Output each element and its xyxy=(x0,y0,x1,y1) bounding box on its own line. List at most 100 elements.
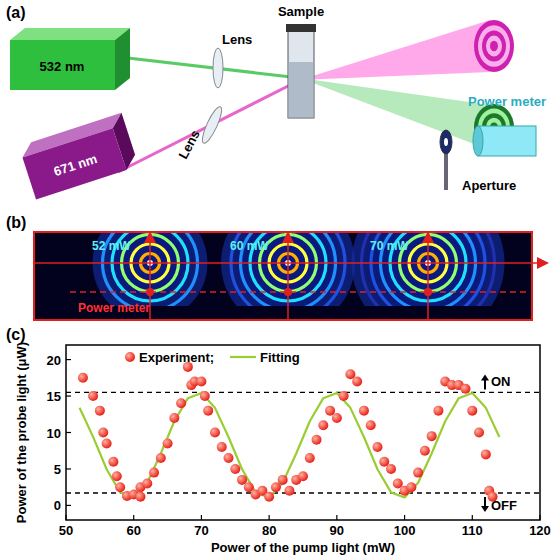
pattern-overlay: 52 mW60 mW70 mWPower meter xyxy=(34,234,546,320)
state-label: OFF xyxy=(491,498,517,513)
setup: 532 nm671 nmLensLensSampleAperturePower … xyxy=(10,4,546,199)
plot-frame xyxy=(66,345,540,520)
lens-label: Lens xyxy=(175,128,202,162)
y-tick-label: 0 xyxy=(54,498,61,513)
patterns xyxy=(93,233,505,306)
data-point xyxy=(217,442,227,452)
data-point xyxy=(339,391,349,401)
data-point xyxy=(312,435,322,445)
figure: (a)(b)(c)532 nm671 nmLensLensSampleApert… xyxy=(0,0,552,560)
x-tick xyxy=(269,515,270,520)
data-point xyxy=(244,482,254,492)
laser-671 xyxy=(22,128,126,199)
data-point xyxy=(98,428,108,438)
power-label: 60 mW xyxy=(230,239,269,253)
x-tick-label: 50 xyxy=(59,523,73,538)
y-tick-label: 5 xyxy=(54,462,61,477)
data-point xyxy=(474,428,484,438)
legend-marker xyxy=(125,352,135,362)
data-point xyxy=(278,475,288,485)
lens xyxy=(199,105,225,145)
y-tick xyxy=(66,432,71,433)
panel-label: (a) xyxy=(6,4,26,21)
data-point xyxy=(237,475,247,485)
legend-label: Experiment; xyxy=(139,350,214,365)
state-arrow-head xyxy=(481,374,489,380)
state-label: ON xyxy=(491,374,511,389)
x-tick xyxy=(336,515,337,520)
data-point xyxy=(393,479,403,489)
data-point xyxy=(163,438,173,448)
power-label: 52 mW xyxy=(92,239,131,253)
data-point xyxy=(224,453,234,463)
data-point xyxy=(461,384,471,394)
pink-rings xyxy=(482,30,506,61)
data-point xyxy=(433,406,443,416)
state-arrow-head xyxy=(481,506,489,512)
legend-label: Fitting xyxy=(260,350,300,365)
ring xyxy=(371,233,485,306)
data-point xyxy=(359,406,369,416)
aperture-post xyxy=(444,150,448,190)
panel-label: (b) xyxy=(6,214,26,231)
dash-line xyxy=(70,291,528,293)
halo xyxy=(221,233,355,306)
data-point xyxy=(406,482,416,492)
x-axis-label: Power of the pump light (mW) xyxy=(211,540,395,555)
aperture-hole xyxy=(444,138,448,146)
chart: 506070809010011012005101520Power of the … xyxy=(14,342,551,555)
panel-label: (c) xyxy=(6,326,26,343)
h-arrow xyxy=(34,262,546,264)
meter-label: Power meter xyxy=(468,94,546,109)
y-axis-label: Power of the probe light (μW) xyxy=(14,342,29,523)
data-point xyxy=(176,398,186,408)
x-tick-label: 120 xyxy=(529,523,551,538)
green-cone xyxy=(300,78,490,150)
data-point xyxy=(149,468,159,478)
data-point xyxy=(102,438,112,448)
data-point xyxy=(284,486,294,496)
data-point xyxy=(332,413,342,423)
legend-line xyxy=(230,356,256,358)
fit-line xyxy=(80,393,500,497)
data-point xyxy=(95,406,105,416)
ring-gap xyxy=(366,233,490,306)
data-point xyxy=(210,428,220,438)
ring xyxy=(362,233,495,306)
data-point xyxy=(169,413,179,423)
lens xyxy=(213,48,223,88)
y-tick-label: 15 xyxy=(47,389,61,404)
y-tick xyxy=(66,468,71,469)
data-point xyxy=(142,479,152,489)
data-point xyxy=(427,431,437,441)
data-point xyxy=(352,376,362,386)
y-tick xyxy=(66,359,71,360)
data-point xyxy=(264,492,274,502)
x-tick-label: 90 xyxy=(330,523,344,538)
data-point xyxy=(78,373,88,383)
x-tick xyxy=(133,515,134,520)
data-point xyxy=(88,391,98,401)
data-point xyxy=(413,468,423,478)
y-tick xyxy=(66,505,71,506)
pink-beam xyxy=(118,80,300,172)
data-point xyxy=(108,457,118,467)
data-point xyxy=(366,420,376,430)
data-point xyxy=(481,449,491,459)
data-point xyxy=(298,471,308,481)
x-tick xyxy=(404,515,405,520)
v-arrow xyxy=(427,234,429,320)
pink-cone xyxy=(300,20,490,80)
y-tick-label: 20 xyxy=(47,353,61,368)
data-point xyxy=(115,482,125,492)
x-tick-label: 110 xyxy=(462,523,483,538)
x-tick xyxy=(472,515,473,520)
sample-label: Sample xyxy=(278,4,324,19)
laser-label: 671 nm xyxy=(52,151,99,179)
plot-data xyxy=(66,362,540,502)
x-tick xyxy=(65,515,66,520)
x-tick-label: 80 xyxy=(262,523,276,538)
power-meter xyxy=(478,126,536,156)
cuvette-cap xyxy=(286,24,316,32)
v-arrow xyxy=(287,234,289,320)
